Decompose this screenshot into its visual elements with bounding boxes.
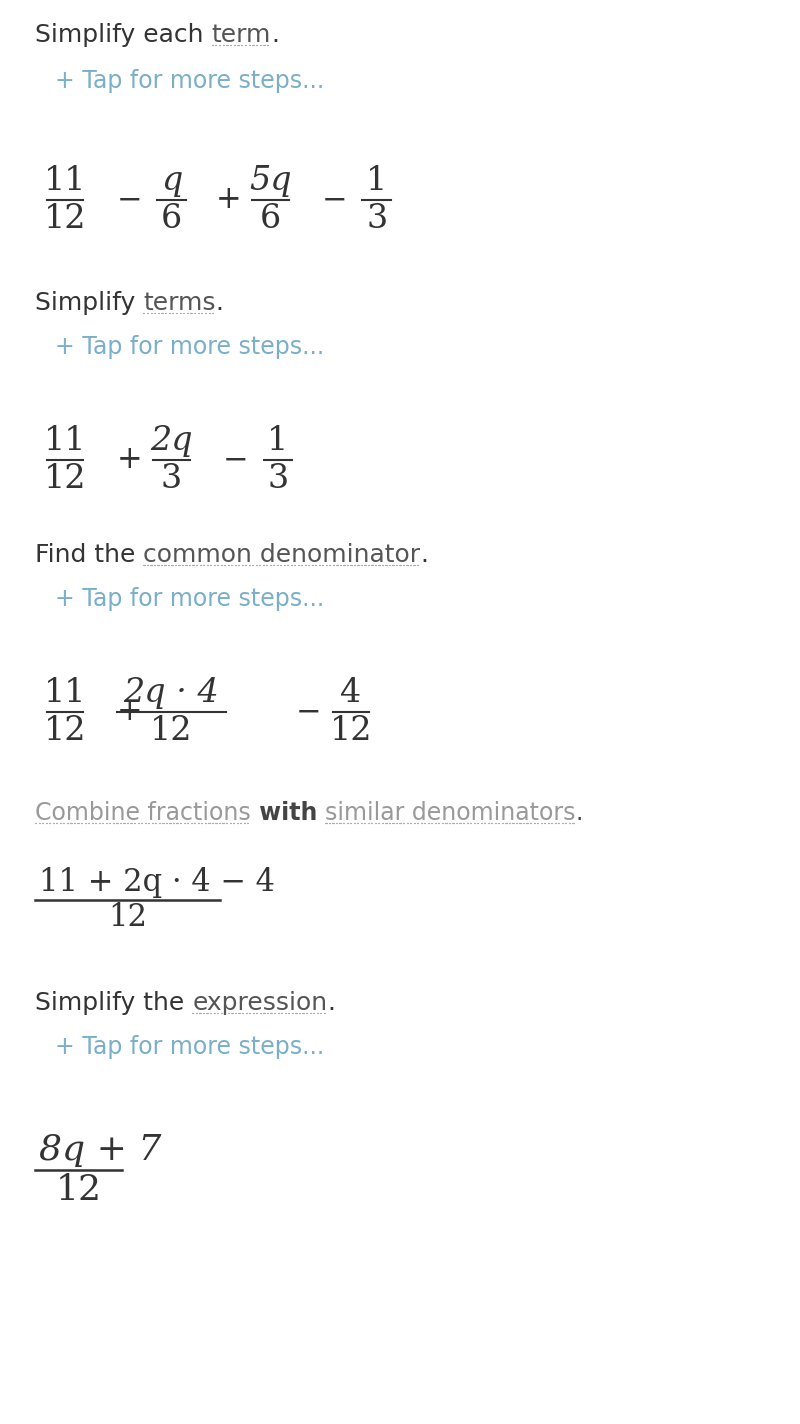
Text: 3: 3 <box>366 202 387 235</box>
Text: with: with <box>250 800 326 824</box>
Text: −: − <box>296 696 322 728</box>
Text: Simplify the: Simplify the <box>35 991 192 1015</box>
Text: Find the: Find the <box>35 543 143 567</box>
Text: 4: 4 <box>340 678 362 709</box>
Text: 1: 1 <box>267 426 289 457</box>
Text: −: − <box>322 185 347 215</box>
Text: .: . <box>421 543 429 567</box>
Text: −: − <box>223 444 249 476</box>
Text: term: term <box>211 23 271 47</box>
Text: +: + <box>117 696 142 728</box>
Text: 8q + 7: 8q + 7 <box>39 1134 162 1168</box>
Text: 5q: 5q <box>249 165 291 198</box>
Text: + Tap for more steps...: + Tap for more steps... <box>55 1035 324 1059</box>
Text: −: − <box>117 185 142 215</box>
Text: 12: 12 <box>44 463 86 494</box>
Text: + Tap for more steps...: + Tap for more steps... <box>55 587 324 611</box>
Text: Simplify: Simplify <box>35 290 143 315</box>
Text: 12: 12 <box>108 903 147 934</box>
Text: + Tap for more steps...: + Tap for more steps... <box>55 68 324 93</box>
Text: q: q <box>161 165 182 198</box>
Text: terms: terms <box>143 290 216 315</box>
Text: .: . <box>271 23 279 47</box>
Text: + Tap for more steps...: + Tap for more steps... <box>55 335 324 359</box>
Text: 6: 6 <box>161 202 182 235</box>
Text: Simplify each: Simplify each <box>35 23 211 47</box>
Text: 11: 11 <box>44 426 86 457</box>
Text: 1: 1 <box>366 165 387 198</box>
Text: 3: 3 <box>267 463 289 494</box>
Text: common denominator: common denominator <box>143 543 421 567</box>
Text: .: . <box>576 800 583 824</box>
Text: 12: 12 <box>44 202 86 235</box>
Text: Combine fractions: Combine fractions <box>35 800 250 824</box>
Text: similar denominators: similar denominators <box>326 800 576 824</box>
Text: 12: 12 <box>330 715 372 746</box>
Text: 11 + 2q · 4 − 4: 11 + 2q · 4 − 4 <box>39 867 275 897</box>
Text: 11: 11 <box>44 165 86 198</box>
Text: 12: 12 <box>56 1173 102 1208</box>
Text: expression: expression <box>192 991 327 1015</box>
Text: 12: 12 <box>150 715 193 746</box>
Text: 11: 11 <box>44 678 86 709</box>
Text: 3: 3 <box>161 463 182 494</box>
Text: +: + <box>215 185 241 215</box>
Text: 12: 12 <box>44 715 86 746</box>
Text: .: . <box>327 991 335 1015</box>
Text: 2q · 4: 2q · 4 <box>124 678 219 709</box>
Text: .: . <box>216 290 224 315</box>
Text: +: + <box>117 444 142 476</box>
Text: 2q: 2q <box>150 426 193 457</box>
Text: 6: 6 <box>260 202 281 235</box>
